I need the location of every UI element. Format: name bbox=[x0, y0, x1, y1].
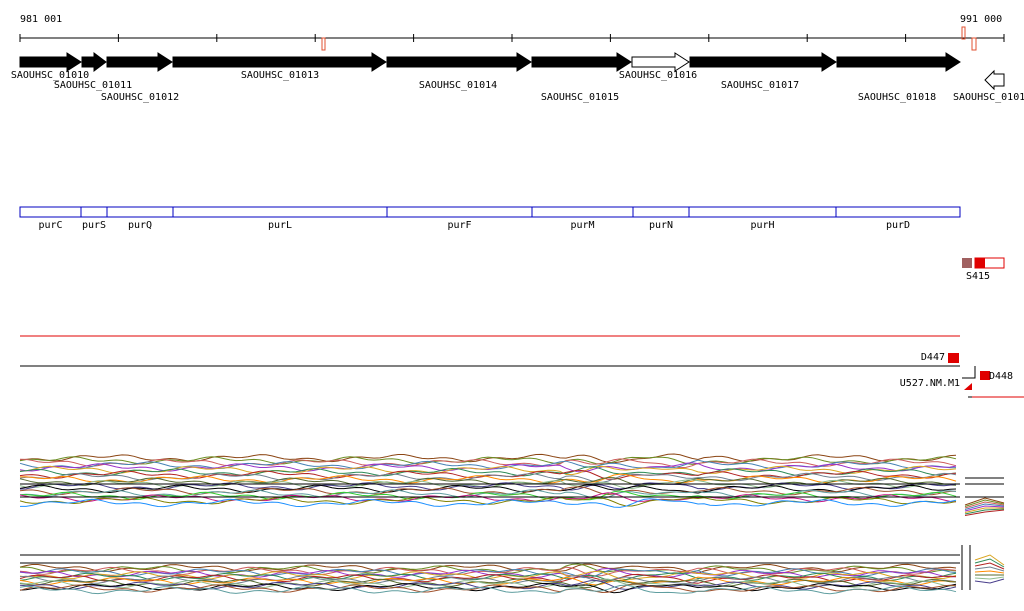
expression-line bbox=[964, 509, 1005, 516]
operon-box bbox=[531, 206, 634, 218]
expression-line bbox=[974, 562, 1005, 570]
expression-line bbox=[974, 570, 1005, 574]
gene-label: SAOUHSC_01010 bbox=[11, 70, 89, 81]
operon-label: purN bbox=[649, 220, 673, 231]
operon-box bbox=[19, 206, 82, 218]
signal-mark bbox=[321, 37, 326, 51]
expression-line bbox=[964, 497, 1005, 506]
operon-box bbox=[835, 206, 961, 218]
operon-box bbox=[80, 206, 108, 218]
expression-line bbox=[19, 563, 957, 574]
expression-line bbox=[19, 456, 957, 465]
gene-arrow bbox=[106, 52, 173, 72]
expression-line bbox=[19, 573, 957, 584]
gene-arrow bbox=[386, 52, 532, 72]
operon-label: purS bbox=[82, 220, 106, 231]
feature-box bbox=[975, 258, 985, 268]
gene-label: SAOUHSC_01015 bbox=[541, 92, 619, 103]
feature-label: D448 bbox=[989, 371, 1013, 382]
operon-label: purM bbox=[570, 220, 594, 231]
expression-line bbox=[19, 568, 957, 579]
gene-arrow bbox=[631, 52, 690, 72]
operon-label: purH bbox=[750, 220, 774, 231]
expression-tracks bbox=[19, 453, 1005, 595]
feature-label: D447 bbox=[921, 352, 945, 363]
signal-mark bbox=[971, 37, 977, 51]
expression-line bbox=[19, 578, 957, 589]
operon-label: purL bbox=[268, 220, 292, 231]
expression-line bbox=[19, 584, 957, 595]
operon-label: purF bbox=[447, 220, 471, 231]
ruler-start: 981 001 bbox=[20, 14, 62, 25]
operon-box bbox=[106, 206, 174, 218]
expression-line bbox=[19, 482, 957, 491]
expression-line bbox=[974, 576, 1005, 580]
gene-label: SAOUHSC_01017 bbox=[721, 80, 799, 91]
expression-line bbox=[19, 492, 957, 503]
ruler-end: 991 000 bbox=[960, 14, 1002, 25]
expression-line bbox=[964, 505, 1005, 512]
expression-line bbox=[19, 476, 957, 486]
feature-mark bbox=[964, 383, 972, 390]
operon-box bbox=[386, 206, 533, 218]
expression-line bbox=[974, 566, 1005, 572]
gene-arrow bbox=[81, 52, 107, 72]
expression-line bbox=[974, 554, 1005, 566]
feature-box bbox=[980, 371, 990, 380]
gene-label: SAOUHSC_01011 bbox=[54, 80, 132, 91]
operon-label: purD bbox=[886, 220, 910, 231]
gene-label: SAOUHSC_01012 bbox=[101, 92, 179, 103]
gene-arrow bbox=[689, 52, 837, 72]
expression-line bbox=[19, 458, 957, 469]
expression-line bbox=[964, 503, 1005, 510]
expression-line bbox=[974, 558, 1005, 568]
operon-box bbox=[632, 206, 690, 218]
expression-line bbox=[19, 469, 957, 480]
gene-label: SAOUHSC_01014 bbox=[419, 80, 497, 91]
expression-line bbox=[964, 508, 1005, 515]
feature-label: S415 bbox=[966, 271, 990, 282]
expression-line bbox=[19, 484, 957, 494]
operon-box bbox=[172, 206, 388, 218]
feature-box bbox=[948, 353, 959, 363]
expression-line bbox=[964, 501, 1005, 509]
operon-label: purQ bbox=[128, 220, 152, 231]
expression-line bbox=[974, 578, 1005, 584]
gene-arrow bbox=[984, 69, 1005, 91]
expression-line bbox=[19, 462, 957, 473]
expression-line bbox=[964, 507, 1004, 513]
expression-line bbox=[19, 473, 957, 484]
signal-mark bbox=[961, 26, 966, 40]
gene-label: SAOUHSC_0101 bbox=[953, 92, 1024, 103]
gene-label: SAOUHSC_01013 bbox=[241, 70, 319, 81]
expression-line bbox=[19, 578, 957, 589]
gene-arrow bbox=[836, 52, 961, 72]
gene-arrow bbox=[531, 52, 632, 72]
operon-box bbox=[688, 206, 837, 218]
feature-label: U527.NM.M1 bbox=[900, 378, 960, 389]
gene-label: SAOUHSC_01018 bbox=[858, 92, 936, 103]
gene-arrow bbox=[19, 52, 82, 72]
expression-line bbox=[19, 490, 957, 501]
feature-box bbox=[962, 258, 972, 268]
expression-line bbox=[19, 486, 957, 496]
connector bbox=[962, 366, 976, 379]
gene-arrow bbox=[172, 52, 387, 72]
gene-label: SAOUHSC_01016 bbox=[619, 70, 697, 81]
operon-label: purC bbox=[38, 220, 62, 231]
expression-line bbox=[964, 499, 1005, 507]
expression-line bbox=[20, 498, 957, 508]
